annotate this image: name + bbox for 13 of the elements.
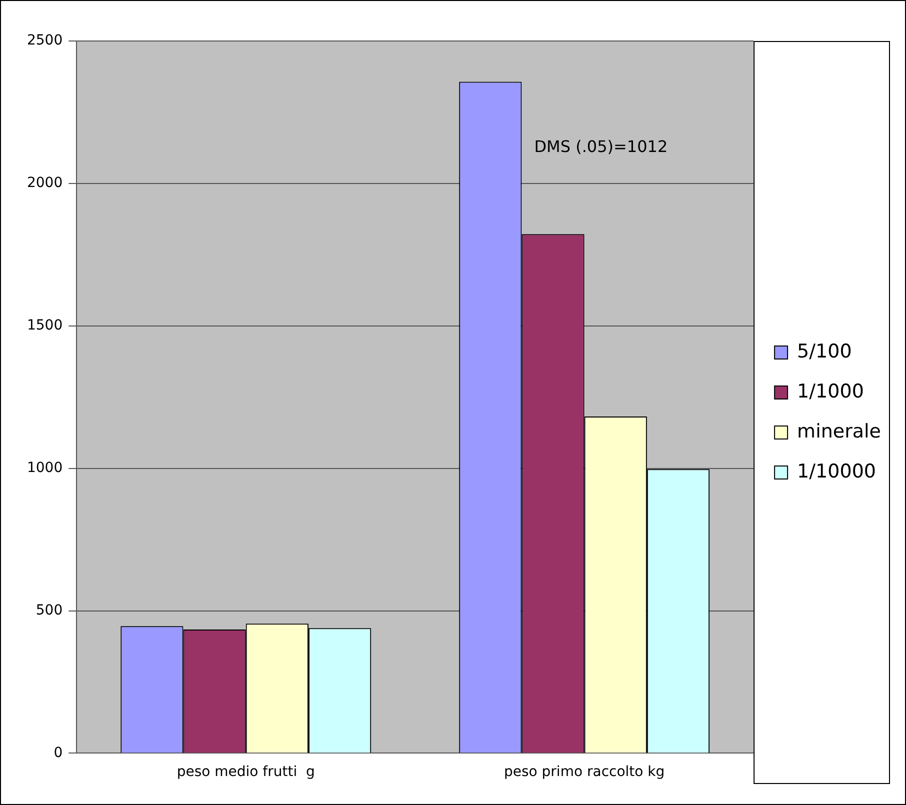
x-tick-label: peso primo raccolto kg (504, 764, 665, 780)
y-tick-label: 0 (54, 744, 63, 761)
legend-label: 5/100 (797, 340, 852, 362)
x-tick-label: peso medio frutti g (176, 764, 315, 780)
legend-label: minerale (797, 420, 882, 442)
y-tick-label: 2500 (26, 32, 63, 49)
annotation: DMS (.05)=1012 (534, 136, 668, 156)
legend-label: 1/10000 (797, 460, 876, 482)
y-tick-label: 2000 (26, 175, 63, 192)
legend-label: 1/1000 (797, 380, 864, 402)
y-tick-label: 1000 (26, 460, 63, 476)
y-tick-label: 500 (36, 602, 63, 618)
y-tick-label: 1500 (26, 318, 63, 334)
